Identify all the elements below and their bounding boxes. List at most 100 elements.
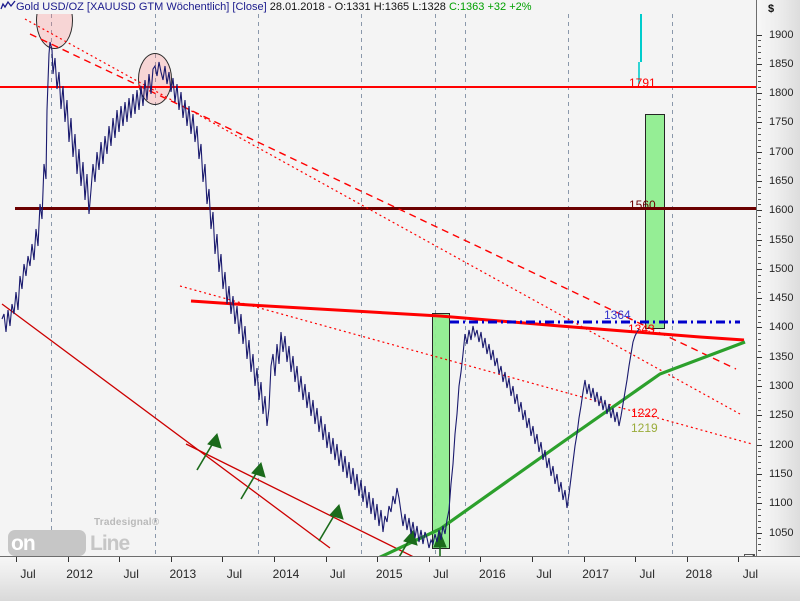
date-axis[interactable]: Jul 2012 Jul 2013 Jul 2014 Jul 2015 Jul 2016 Jul 20… xyxy=(0,556,800,601)
price-axis-tick xyxy=(757,268,762,270)
price-axis-minor-tick xyxy=(758,57,761,59)
price-axis-label: 1400 xyxy=(769,321,794,334)
price-axis-tick xyxy=(757,327,762,329)
price-axis-minor-tick xyxy=(758,497,761,499)
date-axis-tick xyxy=(170,557,172,562)
price-axis-label: 1200 xyxy=(769,438,794,451)
price-axis-minor-tick xyxy=(758,87,761,89)
date-axis-label: Jul xyxy=(20,567,36,581)
date-axis-tick xyxy=(686,557,688,562)
price-axis-label: 1800 xyxy=(769,87,794,100)
trendline-dashed xyxy=(29,33,737,370)
date-axis-label: Jul xyxy=(226,567,243,581)
price-axis-minor-tick xyxy=(758,520,761,522)
gridline-2012 xyxy=(51,14,52,556)
bull-arrow-1 xyxy=(196,432,222,471)
price-axis-minor-tick xyxy=(758,257,761,259)
gridline-2014 xyxy=(258,14,259,556)
price-axis-minor-tick xyxy=(758,292,761,294)
date-axis-tick xyxy=(119,557,121,562)
price-axis-label: 1750 xyxy=(769,116,794,129)
trendline-red-descending-left xyxy=(1,303,331,549)
price-axis-minor-tick xyxy=(758,403,761,405)
price-axis-minor-tick xyxy=(758,286,761,288)
price-axis-minor-tick xyxy=(758,169,761,171)
support-line-green-rising xyxy=(378,340,746,556)
price-axis-tick xyxy=(757,415,762,417)
price-axis-unit: $ xyxy=(768,3,775,15)
price-axis-minor-tick xyxy=(758,157,761,159)
price-axis-minor-tick xyxy=(758,339,761,341)
price-axis-minor-tick xyxy=(758,98,761,100)
header-change-percent: +2% xyxy=(509,1,532,13)
price-axis-minor-tick xyxy=(758,145,761,147)
logo-word-on: on xyxy=(11,532,36,555)
price-axis-minor-tick xyxy=(758,544,761,546)
price-axis-minor-tick xyxy=(758,198,761,200)
price-axis-minor-tick xyxy=(758,391,761,393)
price-axis-minor-tick xyxy=(758,362,761,364)
date-axis-label: Jul xyxy=(536,567,552,581)
header-price-type: [Close] xyxy=(232,1,267,13)
price-axis-minor-tick xyxy=(758,274,761,276)
resize-grip-icon[interactable] xyxy=(744,554,755,556)
price-axis-minor-tick xyxy=(758,233,761,235)
price-label-1343: 1343 xyxy=(628,322,655,336)
price-axis-label: 1150 xyxy=(769,467,793,480)
price-axis-label: 1100 xyxy=(769,497,793,510)
logo-on-badge xyxy=(8,530,86,556)
price-axis-minor-tick xyxy=(758,245,761,247)
price-axis-minor-tick xyxy=(758,462,761,464)
bull-arrow-2 xyxy=(240,461,266,500)
date-axis-tick xyxy=(16,557,17,562)
bull-arrow-3 xyxy=(318,503,344,542)
price-axis-tick xyxy=(757,210,762,212)
price-axis-minor-tick xyxy=(758,479,761,481)
date-axis-tick xyxy=(738,557,740,562)
price-axis-minor-tick xyxy=(758,509,761,511)
price-axis-minor-tick xyxy=(758,350,761,352)
neckline-resistance-red xyxy=(190,299,745,342)
price-label-1364: 1364 xyxy=(604,308,631,322)
price-label-1222: 1222 xyxy=(631,406,658,420)
measured-move-box-left xyxy=(432,313,450,549)
gridline-2013 xyxy=(155,14,156,556)
price-axis-minor-tick xyxy=(758,186,761,188)
price-axis-minor-tick xyxy=(758,485,761,487)
price-axis-minor-tick xyxy=(758,456,761,458)
logo-word-line: Line xyxy=(90,532,130,555)
price-axis-minor-tick xyxy=(758,227,761,229)
price-axis-label: 1250 xyxy=(769,409,794,422)
price-axis-minor-tick xyxy=(758,491,761,493)
date-axis-label: Jul xyxy=(329,567,346,581)
price-axis-minor-tick xyxy=(758,374,761,376)
gridline-2018 xyxy=(672,14,673,556)
date-axis-label: 2018 xyxy=(685,567,713,581)
date-axis-tick xyxy=(635,557,637,562)
price-axis-minor-tick xyxy=(758,46,761,48)
price-axis-minor-tick xyxy=(758,81,761,83)
date-axis-tick xyxy=(428,557,430,562)
price-axis-minor-tick xyxy=(758,368,761,370)
price-axis-minor-tick xyxy=(758,333,761,335)
price-axis-tick xyxy=(757,180,762,182)
header-date: 28.01.2018 xyxy=(269,1,325,13)
price-axis-label: 1350 xyxy=(769,350,794,363)
date-axis-label: 2016 xyxy=(479,567,506,581)
resistance-line-1560 xyxy=(15,207,756,210)
price-axis-minor-tick xyxy=(758,427,761,429)
price-axis-label: 1600 xyxy=(769,204,794,217)
date-axis-label: 2013 xyxy=(169,567,197,581)
header-instrument: Gold USD/OZ xyxy=(16,1,84,13)
price-axis-minor-tick xyxy=(758,468,761,470)
price-chart-plot[interactable]: 1791 1560 1364 1343 1222 1219 xyxy=(0,14,756,556)
price-axis-minor-tick xyxy=(758,321,761,323)
price-axis-label: 1550 xyxy=(769,233,794,246)
price-axis[interactable]: $ 1900 1850 1800 1750 1700 1650 1600 1550 1500 14… xyxy=(756,0,800,556)
price-axis-minor-tick xyxy=(758,163,761,165)
price-axis-minor-tick xyxy=(758,75,761,77)
date-axis-tick xyxy=(325,557,327,562)
price-axis-minor-tick xyxy=(758,345,761,347)
date-axis-label: Jul xyxy=(433,567,449,581)
